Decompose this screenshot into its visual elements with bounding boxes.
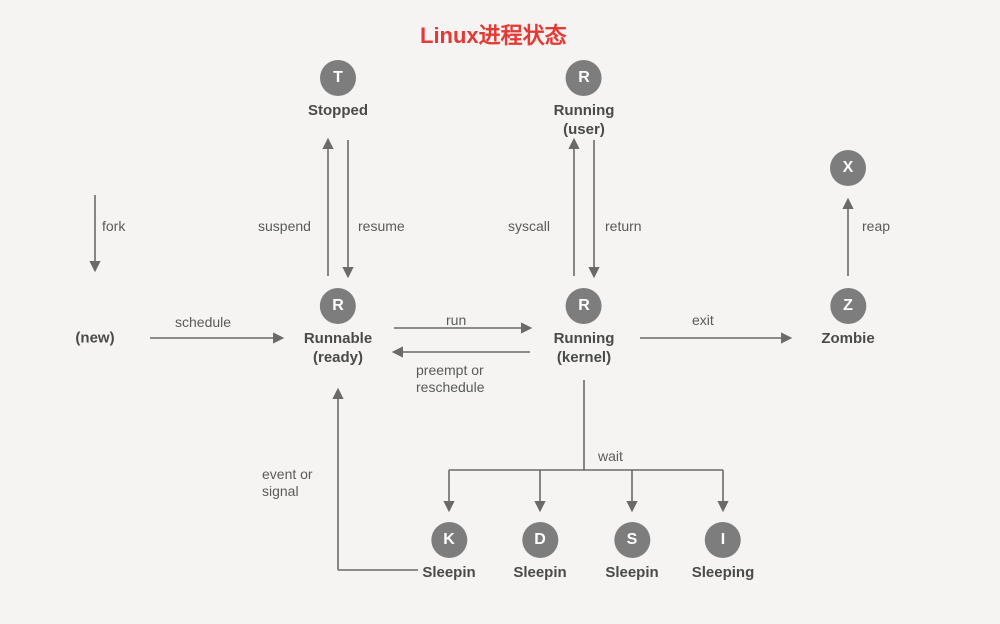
edge-label-reap: reap <box>862 218 890 235</box>
edge-label-return: return <box>605 218 642 235</box>
state-circle-icon: K <box>431 522 467 558</box>
edge-16 <box>338 390 418 570</box>
node-run_user: R Running(user) <box>554 60 615 140</box>
node-dead: X <box>830 150 866 192</box>
edge-label-syscall: syscall <box>508 218 550 235</box>
node-label: Running(user) <box>554 102 615 140</box>
node-label: Sleepin <box>422 564 475 583</box>
diagram-title: Linux进程状态 <box>420 18 567 50</box>
node-sleep_d: D Sleepin <box>513 522 566 583</box>
node-label: Sleepin <box>513 564 566 583</box>
edge-label-suspend: suspend <box>258 218 311 235</box>
edge-label-fork: fork <box>102 218 125 235</box>
edge-label-resume: resume <box>358 218 405 235</box>
node-label: Stopped <box>308 102 368 121</box>
node-label: Runnable(ready) <box>304 330 372 368</box>
state-circle-icon: X <box>830 150 866 186</box>
state-circle-icon: S <box>614 522 650 558</box>
node-label: Sleeping <box>692 564 755 583</box>
edge-label-exit: exit <box>692 312 714 329</box>
edge-label-schedule: schedule <box>175 314 231 331</box>
state-circle-icon: D <box>522 522 558 558</box>
node-label: Zombie <box>821 330 874 349</box>
state-circle-icon: R <box>566 60 602 96</box>
node-run_kernel: R Running(kernel) <box>554 288 615 368</box>
edge-label-preempt: preempt orreschedule <box>416 362 485 396</box>
edge-label-run: run <box>446 312 466 329</box>
node-sleep_k: K Sleepin <box>422 522 475 583</box>
edge-label-event: event orsignal <box>262 466 313 500</box>
node-sleep_s: S Sleepin <box>605 522 658 583</box>
state-circle-icon: R <box>320 288 356 324</box>
node-zombie: Z Zombie <box>821 288 874 349</box>
node-new: (new) <box>75 330 114 347</box>
edge-label-wait: wait <box>598 448 623 465</box>
node-stopped: T Stopped <box>308 60 368 121</box>
node-runnable: R Runnable(ready) <box>304 288 372 368</box>
node-sleep_i: I Sleeping <box>692 522 755 583</box>
node-label: Sleepin <box>605 564 658 583</box>
state-circle-icon: R <box>566 288 602 324</box>
state-circle-icon: I <box>705 522 741 558</box>
state-circle-icon: T <box>320 60 356 96</box>
node-label: Running(kernel) <box>554 330 615 368</box>
state-circle-icon: Z <box>830 288 866 324</box>
